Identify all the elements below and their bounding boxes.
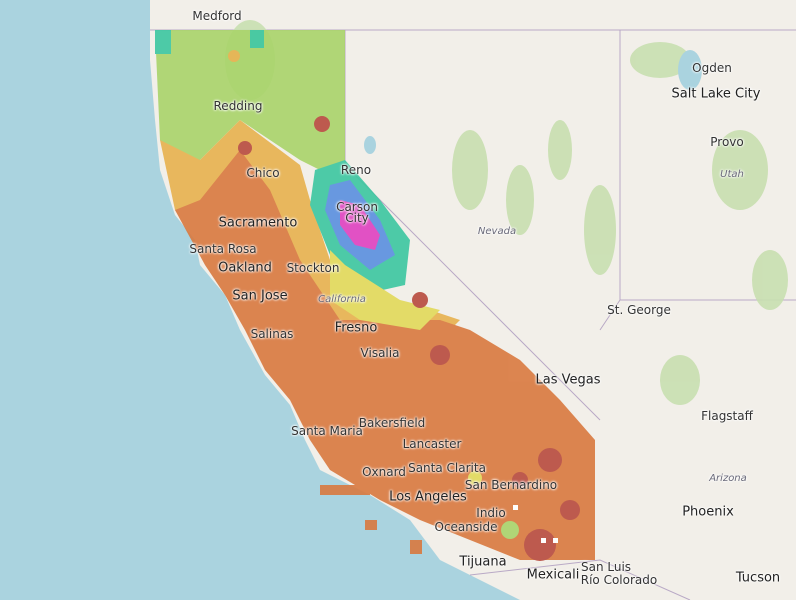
city-label: Lancaster	[402, 437, 462, 451]
city-label: Ogden	[692, 61, 732, 75]
city-label: Indio	[476, 506, 506, 520]
city-label: Reno	[340, 163, 372, 177]
city-label: Stockton	[286, 261, 340, 275]
heatmap-overlay	[155, 30, 595, 561]
city-label: St. George	[607, 303, 671, 317]
region-label: California	[318, 294, 366, 305]
city-label: Flagstaff	[701, 409, 753, 423]
city-label: Sacramento	[218, 215, 298, 231]
city-label: Bakersfield	[358, 416, 426, 430]
city-label: Oceanside	[434, 520, 498, 534]
city-label: Redding	[213, 99, 263, 113]
city-label: Carson	[336, 200, 378, 214]
city-label: Provo	[710, 135, 744, 149]
city-label: City	[345, 211, 369, 225]
city-label: Chico	[246, 166, 280, 180]
city-label: Las Vegas	[535, 372, 601, 388]
city-label: San Jose	[232, 288, 288, 304]
region-label: Nevada	[477, 226, 517, 237]
city-label: Río Colorado	[580, 573, 658, 587]
city-label: San Luis	[580, 560, 632, 574]
city-label: Los Angeles	[389, 489, 467, 505]
city-label: Salt Lake City	[671, 86, 761, 102]
city-label: Mexicali	[526, 567, 580, 583]
city-label: Santa Rosa	[189, 242, 257, 256]
city-label: Tijuana	[459, 554, 507, 570]
city-label: Santa Clarita	[408, 461, 486, 475]
city-label: Oakland	[218, 260, 272, 276]
city-label: Santa Maria	[291, 424, 363, 438]
region-label: Arizona	[709, 473, 747, 484]
city-label: Oxnard	[362, 465, 406, 479]
city-label: Visalia	[360, 346, 400, 360]
city-label: Tucson	[735, 570, 781, 586]
city-label: Fresno	[334, 320, 378, 336]
city-label: Medford	[192, 9, 242, 23]
city-label: Phoenix	[682, 504, 734, 520]
city-label: San Bernardino	[464, 478, 558, 492]
region-label: Utah	[720, 169, 744, 180]
city-label: Salinas	[250, 327, 294, 341]
